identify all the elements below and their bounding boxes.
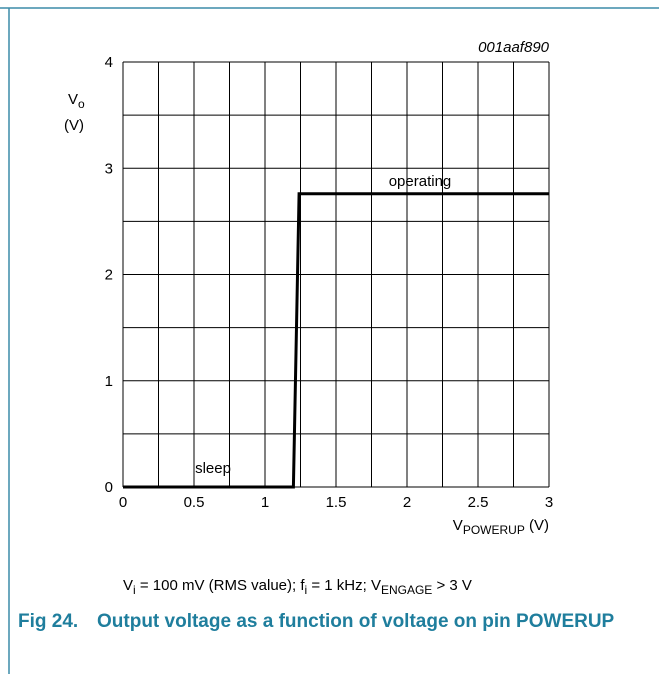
y-axis-label: Vo	[68, 91, 85, 111]
x-label-sub: POWERUP	[463, 523, 525, 537]
figure-id: 001aaf890	[478, 39, 550, 56]
x-tick-label: 0	[119, 494, 127, 511]
x-tick-label: 3	[545, 494, 553, 511]
caption: Fig 24. Output voltage as a function of v…	[18, 610, 617, 633]
note-text: > 3 V	[432, 577, 472, 594]
x-tick-label: 2	[403, 494, 411, 511]
y-tick-label: 1	[105, 373, 113, 390]
x-tick-label: 1	[261, 494, 269, 511]
y-tick-label: 4	[105, 54, 113, 71]
annotation: operating	[389, 173, 452, 190]
x-tick-label: 1.5	[326, 494, 347, 511]
y-label-sub: o	[78, 97, 85, 111]
x-tick-label: 0.5	[184, 494, 205, 511]
note-text: = 1 kHz; V	[307, 577, 381, 594]
note-text: V	[123, 577, 133, 594]
note-sub: i	[133, 583, 136, 597]
data-line	[123, 192, 549, 489]
annotation: sleep	[195, 460, 231, 477]
x-label-main: V	[453, 517, 463, 534]
y-tick-label: 3	[105, 160, 113, 177]
x-axis-label: VPOWERUP (V)	[453, 517, 549, 537]
y-label-main: V	[68, 91, 78, 108]
caption-text: Output voltage as a function of voltage …	[97, 611, 615, 632]
note-sub: i	[305, 583, 308, 597]
note: Vi = 100 mV (RMS value); fi = 1 kHz; VEN…	[123, 577, 472, 597]
x-label-unit: (V)	[525, 517, 549, 534]
y-axis-unit: (V)	[64, 117, 84, 134]
note-sub: ENGAGE	[381, 583, 432, 597]
y-tick-label: 2	[105, 267, 113, 284]
note-text: = 100 mV (RMS value); f	[136, 577, 306, 594]
x-tick-label: 2.5	[468, 494, 489, 511]
y-tick-label: 0	[105, 479, 113, 496]
caption-label: Fig 24.	[18, 611, 79, 632]
